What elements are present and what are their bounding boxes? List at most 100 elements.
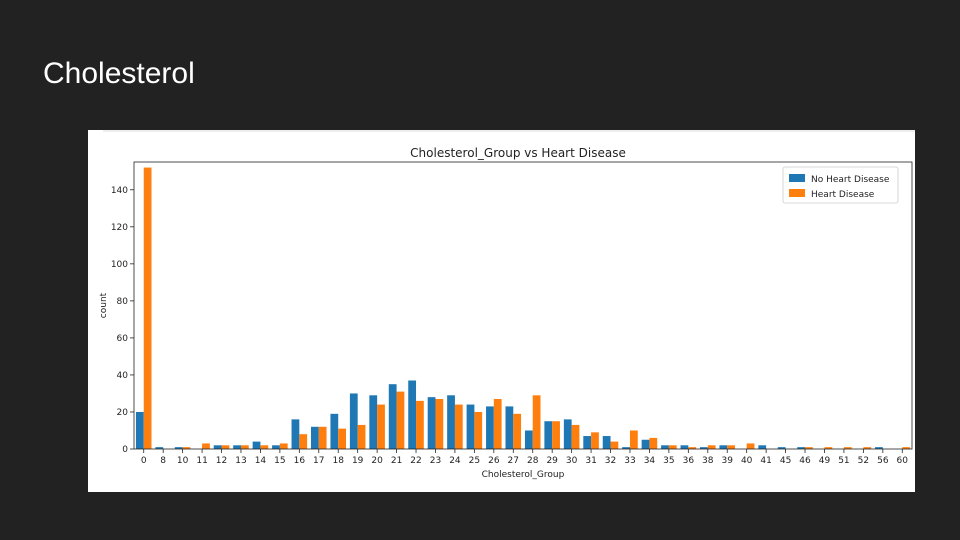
bar-heart-disease <box>240 445 249 449</box>
bar-no-heart-disease <box>544 421 553 449</box>
x-tick-label: 11 <box>196 456 207 466</box>
bar-chart: Cholesterol_Group vs Heart Disease 0 20 40… <box>99 130 915 480</box>
bar-heart-disease <box>863 447 872 449</box>
bar-no-heart-disease <box>369 395 378 449</box>
bar-no-heart-disease <box>622 447 630 449</box>
bar-no-heart-disease <box>174 447 183 449</box>
bar-heart-disease <box>629 430 638 449</box>
bar-heart-disease <box>727 445 736 449</box>
bar-heart-disease <box>416 400 424 449</box>
x-tick-label: 41 <box>760 456 771 466</box>
legend-swatch <box>789 189 805 197</box>
legend-label: No Heart Disease <box>811 175 890 185</box>
bar-no-heart-disease <box>602 436 611 449</box>
bar-no-heart-disease <box>505 406 514 449</box>
x-tick-label: 45 <box>780 456 791 466</box>
bar-no-heart-disease <box>330 413 339 449</box>
y-tick-label: 0 <box>122 445 128 455</box>
bar-no-heart-disease <box>719 445 728 449</box>
plot-frame <box>133 161 913 450</box>
x-tick-label: 17 <box>313 456 324 466</box>
x-tick-label: 20 <box>371 456 383 466</box>
bar-heart-disease <box>260 445 269 449</box>
y-axis: 0 20 40 60 80 100 120 140 <box>111 186 134 455</box>
x-tick-label: 38 <box>702 456 714 466</box>
bar-heart-disease <box>299 434 308 449</box>
bar-heart-disease <box>513 413 522 449</box>
bar-heart-disease <box>649 437 658 449</box>
legend-box <box>782 166 899 204</box>
bar-heart-disease <box>396 391 405 449</box>
y-tick-label: 120 <box>111 223 128 233</box>
y-tick-label: 40 <box>117 371 129 381</box>
x-tick-label: 21 <box>391 456 402 466</box>
bar-heart-disease <box>435 399 444 449</box>
bar-no-heart-disease <box>777 447 786 449</box>
x-tick-label: 13 <box>235 456 246 466</box>
x-tick-label: 31 <box>585 456 596 466</box>
bar-no-heart-disease <box>661 445 669 449</box>
bar-heart-disease <box>532 395 541 449</box>
x-tick-label: 0 <box>141 456 147 466</box>
y-tick-label: 80 <box>117 297 129 307</box>
x-tick-label: 34 <box>644 456 656 466</box>
chart-title: Cholesterol_Group vs Heart Disease <box>410 146 626 160</box>
bar-heart-disease <box>318 426 327 449</box>
bar-no-heart-disease <box>466 404 475 449</box>
bar-heart-disease <box>357 424 366 449</box>
slide-title: Cholesterol <box>43 57 195 90</box>
bar-heart-disease <box>805 447 813 449</box>
x-tick-label: 35 <box>663 456 674 466</box>
bar-heart-disease <box>474 411 483 449</box>
x-tick-label: 30 <box>566 456 578 466</box>
bar-no-heart-disease <box>408 380 417 449</box>
x-tick-label: 52 <box>858 456 869 466</box>
bar-no-heart-disease <box>875 447 883 449</box>
bar-no-heart-disease <box>680 445 689 449</box>
y-tick-label: 60 <box>117 334 129 344</box>
bar-no-heart-disease <box>155 447 164 449</box>
bar-heart-disease <box>377 404 385 449</box>
x-tick-label: 12 <box>216 456 227 466</box>
x-tick-label: 18 <box>332 456 344 466</box>
x-tick-label: 51 <box>838 456 849 466</box>
x-tick-label: 49 <box>819 456 831 466</box>
bar-heart-disease <box>824 447 833 449</box>
bar-no-heart-disease <box>252 441 261 449</box>
bar-heart-disease <box>338 428 347 449</box>
bar-heart-disease <box>493 399 502 449</box>
bar-no-heart-disease <box>213 445 222 449</box>
bar-heart-disease <box>902 447 911 449</box>
x-tick-label: 27 <box>508 456 519 466</box>
bar-heart-disease <box>454 404 463 449</box>
bar-heart-disease <box>591 432 599 449</box>
bar-no-heart-disease <box>699 447 708 449</box>
y-axis-label: count <box>99 292 109 318</box>
x-tick-label: 24 <box>449 456 461 466</box>
x-tick-label: 46 <box>799 456 811 466</box>
x-tick-label: 36 <box>683 456 695 466</box>
bar-no-heart-disease <box>388 384 397 449</box>
bar-heart-disease <box>279 443 288 449</box>
x-tick-label: 28 <box>527 456 539 466</box>
x-tick-label: 25 <box>469 456 480 466</box>
y-tick-label: 140 <box>111 186 128 196</box>
bar-heart-disease <box>202 443 210 449</box>
x-tick-label: 23 <box>430 456 441 466</box>
bar-heart-disease <box>610 441 619 449</box>
bar-no-heart-disease <box>583 436 592 449</box>
bar-heart-disease <box>552 421 560 449</box>
y-tick-label: 100 <box>111 260 128 270</box>
x-tick-label: 60 <box>897 456 909 466</box>
x-tick-label: 26 <box>488 456 500 466</box>
x-tick-label: 32 <box>605 456 616 466</box>
bar-heart-disease <box>221 445 230 449</box>
bar-no-heart-disease <box>524 430 533 449</box>
bar-no-heart-disease <box>563 419 572 449</box>
bars-group <box>135 167 911 449</box>
bar-heart-disease <box>143 167 152 449</box>
x-tick-label: 14 <box>255 456 267 466</box>
bar-no-heart-disease <box>135 411 144 449</box>
x-tick-label: 22 <box>410 456 421 466</box>
x-tick-label: 56 <box>877 456 889 466</box>
